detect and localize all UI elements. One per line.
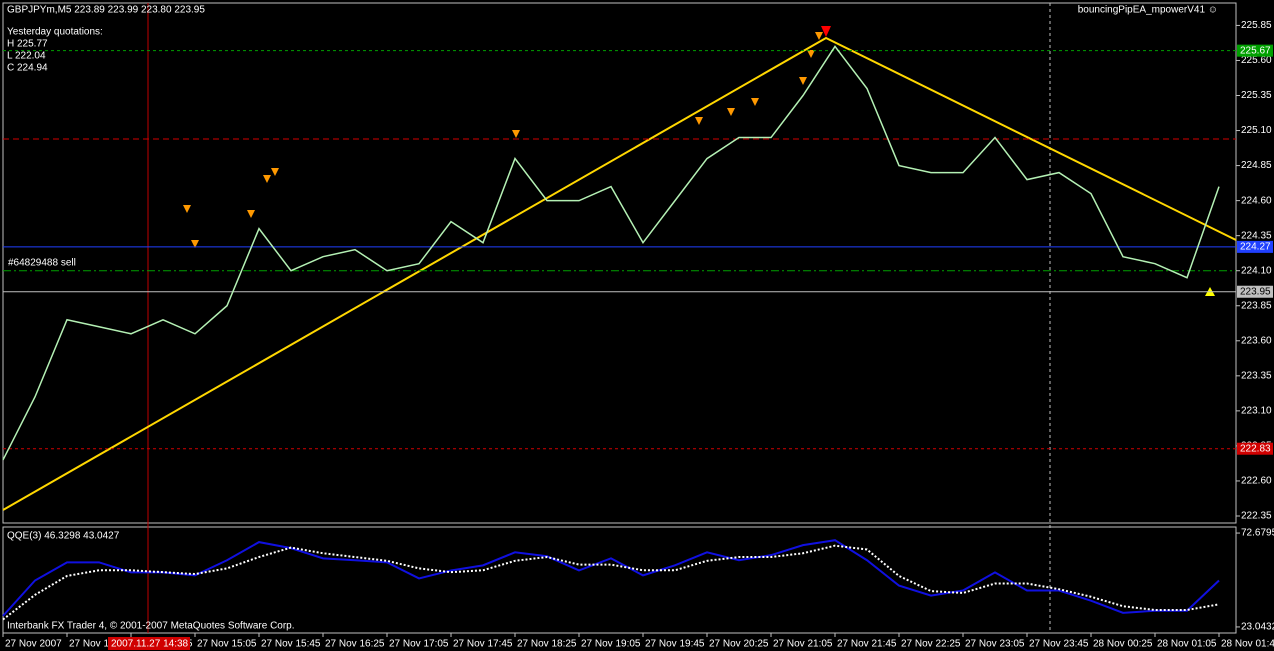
- x-tick-label: 27 Nov 13:45: [69, 639, 129, 650]
- y-tick-label: 224.10: [1241, 265, 1272, 276]
- price-level-box: [1237, 44, 1273, 57]
- x-tick-label: 27 Nov 16:25: [325, 639, 385, 650]
- order-label: #64829488 sell: [8, 258, 76, 269]
- x-tick-label: 27 Nov 22:25: [901, 639, 961, 650]
- yesterday-low: L 222.04: [7, 51, 46, 62]
- x-tick-label: 27 Nov 23:05: [965, 639, 1025, 650]
- y-tick-label: 72.6795: [1241, 528, 1274, 539]
- cursor-time-box: [108, 637, 190, 650]
- price-line: [2, 544, 1220, 621]
- indicator-title: QQE(3) 46.3298 43.0427: [7, 531, 120, 542]
- y-tick-label: 225.85: [1241, 20, 1272, 31]
- sub-panel: [2, 526, 1237, 634]
- price-level-label: 223.95: [1240, 286, 1271, 297]
- yesterday-title: Yesterday quotations:: [7, 27, 103, 38]
- x-tick-label: 27 Nov 17:45: [453, 639, 513, 650]
- price-level-label: 224.27: [1240, 242, 1271, 253]
- y-tick-label: 223.60: [1241, 335, 1272, 346]
- price-line: [2, 45, 1220, 461]
- y-tick-label: 222.60: [1241, 476, 1272, 487]
- cursor-time: 2007.11.27 14:38: [111, 639, 189, 650]
- price-level-box: [1237, 442, 1273, 455]
- x-tick-label: 27 Nov 19:05: [581, 639, 641, 650]
- y-tick-label: 224.60: [1241, 195, 1272, 206]
- y-tick-label: 225.35: [1241, 90, 1272, 101]
- signal-arrows: [183, 32, 823, 248]
- x-tick-label: 27 Nov 2007: [5, 639, 62, 650]
- yesterday-close: C 224.94: [7, 63, 48, 74]
- y-tick-label: 223.10: [1241, 406, 1272, 417]
- footer: Interbank FX Trader 4, © 2001-2007 MetaQ…: [7, 621, 295, 632]
- x-tick-label: 27 Nov 15:05: [197, 639, 257, 650]
- ea-name: bouncingPipEA_mpowerV41 ☺: [1078, 5, 1218, 16]
- x-tick-label: 27 Nov 20:25: [709, 639, 769, 650]
- x-tick-label: 28 Nov 00:25: [1093, 639, 1153, 650]
- price-level-box: [1237, 285, 1273, 298]
- x-tick-label: 27 Nov 21:05: [773, 639, 833, 650]
- y-tick-label: 224.85: [1241, 160, 1272, 171]
- y-tick-label: 225.60: [1241, 55, 1272, 66]
- price-line: [2, 539, 1220, 617]
- main-panel: [2, 2, 1237, 524]
- yesterday-high: H 225.77: [7, 39, 48, 50]
- symbol-info: GBPJPYm,M5 223.89 223.99 223.80 223.95: [7, 5, 205, 16]
- y-tick-label: 225.10: [1241, 125, 1272, 136]
- y-tick-label: 222.35: [1241, 511, 1272, 522]
- x-tick-label: 27 Nov 15:45: [261, 639, 321, 650]
- x-tick-label: 27 Nov 23:45: [1029, 639, 1089, 650]
- y-tick-label: 223.35: [1241, 370, 1272, 381]
- x-tick-label: 28 Nov 01:45: [1221, 639, 1274, 650]
- price-level-label: 225.67: [1240, 45, 1271, 56]
- trend-lines: [2, 36, 1237, 511]
- y-tick-label: 223.85: [1241, 300, 1272, 311]
- price-level-box: [1237, 240, 1273, 253]
- x-tick-label: 28 Nov 01:05: [1157, 639, 1217, 650]
- x-tick-label: 27 Nov 21:45: [837, 639, 897, 650]
- x-tick-label: 27 Nov 18:25: [517, 639, 577, 650]
- y-tick-label: 224.35: [1241, 230, 1272, 241]
- sell-arrow: [821, 26, 831, 37]
- y-tick-label: 23.0432: [1241, 622, 1274, 633]
- x-tick-label: 27 Nov 17:05: [389, 639, 449, 650]
- x-tick-label: 27 Nov 19:45: [645, 639, 705, 650]
- price-level-label: 222.83: [1240, 443, 1271, 454]
